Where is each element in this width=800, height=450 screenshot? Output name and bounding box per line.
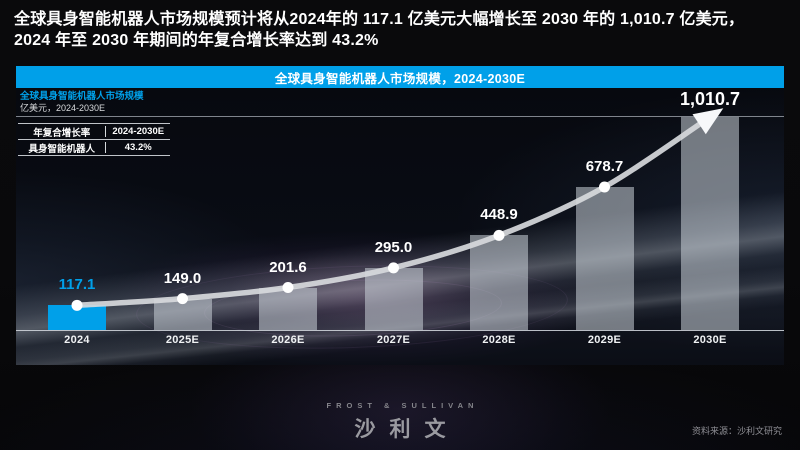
cagr-table: 年复合增长率 2024-2030E 具身智能机器人 43.2%: [18, 123, 170, 156]
bar-2024: [48, 305, 106, 330]
page-title: 全球具身智能机器人市场规模预计将从2024年的 117.1 亿美元大幅增长至 2…: [14, 9, 744, 51]
bar-2026E: [259, 287, 317, 330]
value-label-2026E: 201.6: [269, 258, 307, 276]
category-label-2026E: 2026E: [271, 334, 305, 346]
category-label-2024: 2024: [64, 334, 90, 346]
category-label-2030E: 2030E: [693, 334, 727, 346]
source-note: 资料来源：沙利文研究: [691, 426, 782, 436]
value-label-2024: 117.1: [58, 276, 96, 294]
chart-title: 全球具身智能机器人市场规模，2024-2030E: [274, 71, 526, 86]
cagr-header-period: 2024-2030E: [105, 126, 170, 137]
value-label-2027E: 295.0: [374, 238, 413, 256]
page-title-line1: 全球具身智能机器人市场规模预计将从2024年的 117.1 亿美元大幅增长至 2…: [14, 11, 745, 28]
nebula-ring-inner: [203, 274, 503, 342]
bar-2030E: [681, 117, 739, 330]
value-label-2028E: 448.9: [480, 206, 518, 224]
cagr-header-metric: 年复合增长率: [33, 127, 91, 139]
bar-2029E: [575, 187, 634, 330]
value-label-2029E: 678.7: [585, 158, 624, 175]
chart-unit: 亿美元，2024-2030E: [20, 103, 106, 113]
chart-subtitle-block: 全球具身智能机器人市场规模 亿美元，2024-2030E: [20, 91, 144, 114]
frost-sullivan-logo: FROST & SULLIVAN 沙利文: [0, 401, 800, 443]
category-label-2028E: 2028E: [482, 334, 516, 346]
bar-2028E: [470, 235, 528, 330]
chart-subtitle: 全球具身智能机器人市场规模: [20, 91, 144, 102]
category-label-2027E: 2027E: [376, 334, 411, 346]
plot-top-gridline: [16, 116, 784, 117]
chart-card: 全球具身智能机器人市场规模，2024-2030E 全球具身智能机器人市场规模 亿…: [16, 66, 784, 365]
category-label-2025E: 2025E: [165, 334, 200, 346]
bar-2025E: [153, 298, 212, 330]
x-axis-baseline: [16, 330, 784, 331]
value-label-2025E: 149.0: [163, 269, 202, 287]
chart-title-bar: 全球具身智能机器人市场规模，2024-2030E: [16, 66, 784, 88]
cagr-row-value: 43.2%: [105, 142, 170, 153]
bar-2027E: [364, 267, 423, 330]
cagr-row-label: 具身智能机器人: [28, 143, 95, 155]
logo-text-cn: 沙利文: [354, 418, 460, 441]
category-label-2029E: 2029E: [587, 334, 622, 346]
cagr-table-data-row: 具身智能机器人 43.2%: [18, 140, 170, 156]
page-title-line2: 2024 年至 2030 年期间的年复合增长率达到 43.2%: [14, 32, 379, 49]
cagr-table-header-row: 年复合增长率 2024-2030E: [18, 123, 170, 140]
value-label-2030E: 1,010.7: [679, 89, 741, 109]
logo-text-en: FROST & SULLIVAN: [326, 401, 479, 410]
